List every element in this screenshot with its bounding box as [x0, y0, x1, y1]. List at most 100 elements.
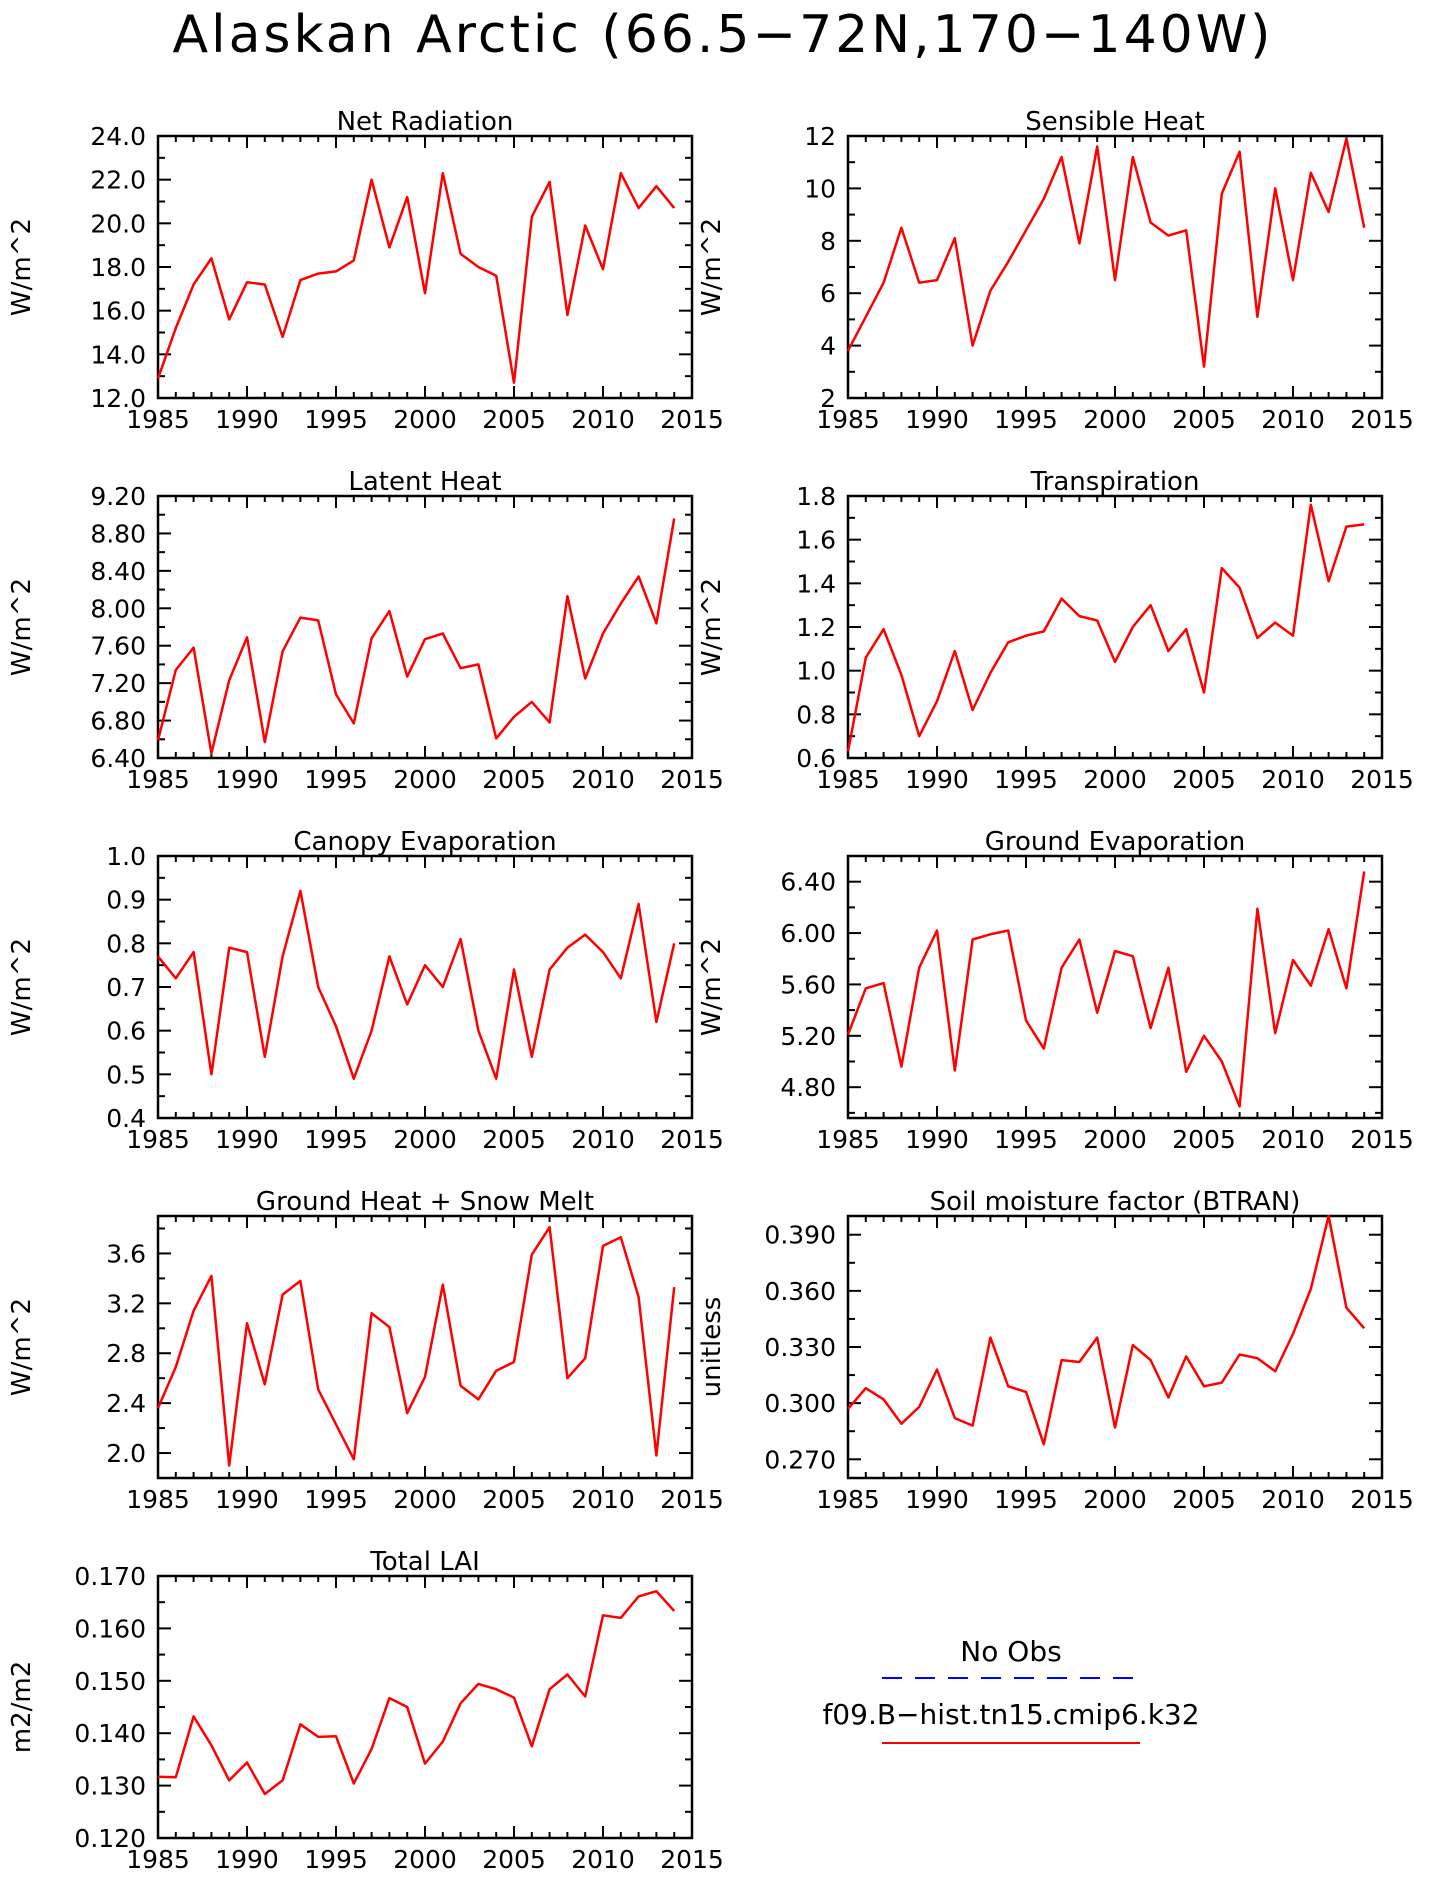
- chart-panel-transpiration: Transpiration W/m^2 1985 1990 1995 2000 2005 20…: [697, 467, 1414, 794]
- x-tick-label: 2010: [571, 765, 635, 794]
- y-tick-label: 1.0: [796, 657, 836, 686]
- y-tick-label: 0.8: [796, 700, 836, 729]
- x-tick-label: 2015: [660, 1485, 724, 1514]
- chart-panel-ground-heat-snow-melt: Ground Heat + Snow Melt W/m^2 1985 1990 1995…: [7, 1187, 724, 1514]
- x-tick-label: 2005: [482, 765, 546, 794]
- chart-panel-ground-evaporation: Ground Evaporation W/m^2 1985 1990 1995 2000 2…: [697, 827, 1414, 1154]
- plot-frame: [156, 1214, 694, 1480]
- x-tick-label: 2015: [660, 765, 724, 794]
- y-axis-label: unitless: [697, 1297, 727, 1398]
- y-tick-label: 8.40: [90, 557, 146, 586]
- y-tick-label: 0.9: [106, 886, 146, 915]
- y-tick-label: 0.360: [764, 1277, 836, 1306]
- y-tick-label: 0.6: [106, 1017, 146, 1046]
- x-tick-label: 1995: [304, 405, 368, 434]
- y-tick-label: 24.0: [90, 122, 146, 151]
- x-tick-label: 1995: [304, 1125, 368, 1154]
- panel-title: Transpiration: [1030, 467, 1200, 497]
- y-tick-label: 0.330: [764, 1333, 836, 1362]
- y-axis-label: W/m^2: [697, 938, 727, 1036]
- y-tick-label: 0.120: [74, 1824, 146, 1853]
- y-tick-label: 0.6: [796, 744, 836, 773]
- x-tick-label: 2000: [393, 765, 457, 794]
- panel-title: Latent Heat: [348, 467, 501, 497]
- series-line: [847, 1214, 1366, 1446]
- y-tick-label: 2.8: [106, 1339, 146, 1368]
- y-tick-label: 3.2: [106, 1289, 146, 1318]
- plot-frame: [156, 1574, 694, 1840]
- x-tick-label: 1985: [126, 1845, 190, 1874]
- y-tick-label: 20.0: [90, 209, 146, 238]
- x-tick-label: 1990: [215, 1845, 279, 1874]
- figure-title: Alaskan Arctic (66.5−72N,170−140W): [173, 5, 1274, 65]
- panel-title: Sensible Heat: [1025, 107, 1204, 137]
- x-tick-label: 1985: [126, 1125, 190, 1154]
- x-tick-label: 2015: [660, 405, 724, 434]
- x-tick-label: 2000: [1083, 1125, 1147, 1154]
- x-tick-label: 2000: [393, 1845, 457, 1874]
- y-tick-label: 12.0: [90, 384, 146, 413]
- plot-frame: [846, 1214, 1384, 1480]
- y-tick-label: 0.4: [106, 1104, 146, 1133]
- panel-title: Soil moisture factor (BTRAN): [930, 1187, 1301, 1217]
- y-tick-label: 8.00: [90, 594, 146, 623]
- x-tick-label: 2000: [1083, 765, 1147, 794]
- y-tick-label: 6.40: [780, 868, 836, 897]
- panel-title: Ground Evaporation: [985, 827, 1245, 857]
- y-tick-label: 0.5: [106, 1060, 146, 1089]
- x-tick-label: 2010: [571, 1485, 635, 1514]
- series-line: [157, 889, 676, 1080]
- series-line: [156, 1225, 676, 1467]
- y-axis-label: W/m^2: [7, 1298, 37, 1396]
- x-tick-label: 2000: [393, 1485, 457, 1514]
- plot-frame: [156, 854, 694, 1120]
- x-tick-label: 1995: [994, 1125, 1058, 1154]
- x-tick-label: 1985: [126, 765, 190, 794]
- y-tick-label: 1.6: [796, 526, 836, 555]
- x-tick-label: 1995: [304, 1845, 368, 1874]
- x-tick-label: 2010: [1261, 1125, 1325, 1154]
- series-line: [156, 171, 676, 384]
- y-tick-label: 6.40: [90, 744, 146, 773]
- chart-panel-canopy-evaporation: Canopy Evaporation W/m^2 1985 1990 1995 2000 2…: [7, 827, 724, 1154]
- x-tick-label: 2005: [482, 1485, 546, 1514]
- x-tick-label: 2010: [1261, 1485, 1325, 1514]
- plot-frame: [156, 494, 694, 760]
- x-tick-label: 1990: [215, 1485, 279, 1514]
- x-tick-label: 1985: [816, 1485, 880, 1514]
- x-tick-label: 2010: [1261, 405, 1325, 434]
- legend-label-no-obs: No Obs: [960, 1635, 1061, 1668]
- plot-frame: [156, 134, 694, 400]
- y-tick-label: 0.140: [74, 1719, 146, 1748]
- y-tick-label: 10: [804, 174, 836, 203]
- series-line: [157, 1589, 676, 1796]
- y-tick-label: 2: [820, 384, 836, 413]
- x-tick-label: 1995: [304, 1485, 368, 1514]
- x-tick-label: 1990: [215, 765, 279, 794]
- x-tick-label: 1995: [994, 1485, 1058, 1514]
- x-tick-label: 2000: [393, 1125, 457, 1154]
- x-tick-label: 2010: [571, 1125, 635, 1154]
- y-tick-label: 1.0: [106, 842, 146, 871]
- x-tick-label: 2005: [482, 405, 546, 434]
- x-tick-label: 1990: [215, 1125, 279, 1154]
- x-tick-label: 2010: [571, 405, 635, 434]
- y-tick-label: 0.160: [74, 1614, 146, 1643]
- x-tick-label: 2015: [660, 1845, 724, 1874]
- y-axis-label: W/m^2: [697, 218, 727, 316]
- chart-panel-total-lai: Total LAI m2/m2 1985 1990 1995 2000 2005 2010 20…: [7, 1547, 724, 1874]
- y-tick-label: 2.0: [106, 1439, 146, 1468]
- x-tick-label: 2000: [1083, 1485, 1147, 1514]
- x-tick-label: 1985: [816, 765, 880, 794]
- panel-title: Total LAI: [369, 1547, 480, 1577]
- y-axis-label: W/m^2: [7, 938, 37, 1036]
- x-tick-label: 1990: [215, 405, 279, 434]
- y-axis-label: m2/m2: [7, 1661, 37, 1754]
- chart-panel-soil-moisture-factor-btran: Soil moisture factor (BTRAN) unitless 1985…: [697, 1187, 1414, 1514]
- legend-label-model: f09.B−hist.tn15.cmip6.k32: [822, 1698, 1199, 1731]
- x-tick-label: 1985: [126, 405, 190, 434]
- y-tick-label: 16.0: [90, 297, 146, 326]
- y-tick-label: 0.270: [764, 1445, 836, 1474]
- x-tick-label: 1985: [126, 1485, 190, 1514]
- x-tick-label: 1990: [905, 1125, 969, 1154]
